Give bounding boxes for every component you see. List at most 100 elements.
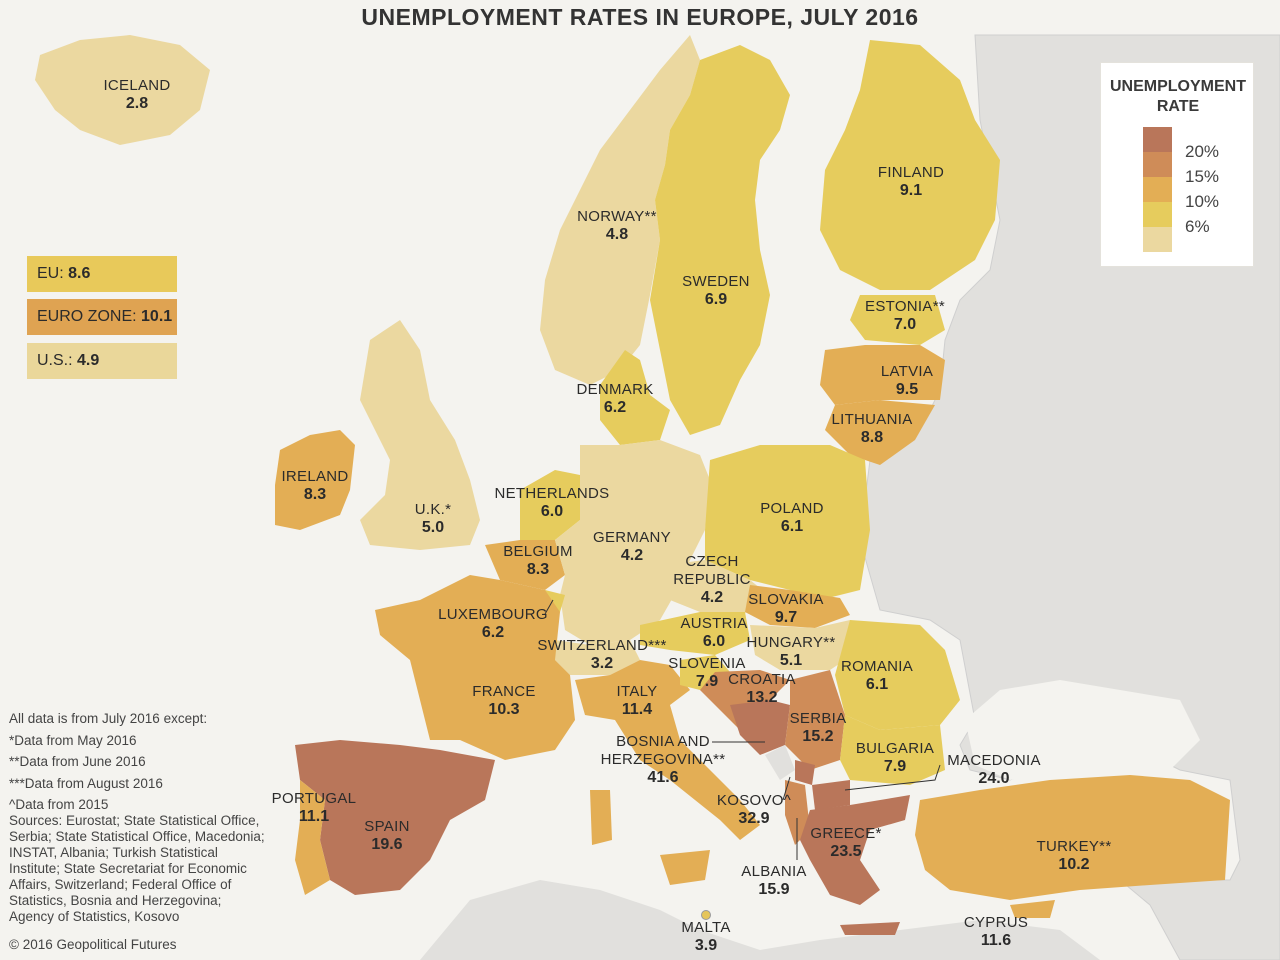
legend-swatch [1143, 152, 1172, 177]
country-name: LUXEMBOURG [438, 606, 548, 623]
country-name: BULGARIA [855, 740, 935, 757]
eurozone-summary-box: EURO ZONE: 10.1 [27, 299, 177, 335]
country-label-sweden: SWEDEN 6.9 [682, 273, 750, 309]
malta-marker [701, 910, 711, 920]
region-hungary [750, 620, 860, 670]
country-label-greece: GREECE* 23.5 [810, 825, 881, 861]
country-value: 3.2 [590, 655, 614, 672]
country-name: LATVIA [880, 363, 934, 380]
region-netherlands [520, 470, 580, 540]
country-name: DENMARK [576, 381, 654, 398]
eu-summary-value: 8.6 [68, 265, 91, 282]
region-france [375, 575, 575, 760]
country-value: 5.0 [421, 519, 445, 536]
country-value: 32.9 [738, 810, 770, 827]
region-sardinia [590, 790, 612, 845]
country-name: SWITZERLAND*** [537, 637, 667, 654]
leader-luxembourg [544, 599, 554, 615]
country-name: SLOVAKIA [748, 591, 824, 608]
country-value: 4.2 [700, 589, 724, 606]
source-line: Serbia; State Statistical Office, Macedo… [9, 829, 265, 844]
note-line: ^Data from 2015 [9, 797, 109, 812]
region-lithuania [825, 400, 935, 465]
region-finland [820, 40, 1000, 290]
country-value: 41.6 [647, 769, 679, 786]
source-line: INSTAT, Albania; Turkish Statistical [9, 845, 218, 860]
eu-summary-label: EU: [37, 265, 64, 282]
region-romania [835, 620, 960, 730]
country-name: IRELAND [281, 468, 349, 485]
country-value: 4.8 [605, 226, 629, 243]
legend-label-15: 15% [1185, 167, 1220, 186]
country-value: 7.9 [883, 758, 907, 775]
country-name: NETHERLANDS [494, 485, 610, 502]
country-label-romania: ROMANIA 6.1 [841, 658, 913, 694]
country-value: 11.1 [298, 808, 330, 825]
country-value: 10.2 [1058, 856, 1090, 873]
region-austria [640, 612, 750, 655]
region-ireland [275, 430, 355, 530]
legend-swatch [1143, 202, 1172, 227]
country-name: ROMANIA [840, 658, 914, 675]
country-label-germany: GERMANY 4.2 [593, 529, 671, 565]
country-value: 24.0 [978, 770, 1010, 787]
country-label-macedonia: MACEDONIA 24.0 [947, 752, 1041, 788]
region-slovenia [680, 655, 730, 690]
eurozone-summary-label: EURO ZONE: [37, 308, 137, 325]
country-value: 6.1 [865, 676, 889, 693]
country-name: BOSNIA AND HERZEGOVINA** [600, 733, 726, 768]
country-name: POLAND [760, 500, 824, 517]
country-label-cyprus: CYPRUS 11.6 [964, 914, 1028, 950]
country-name: SPAIN [364, 818, 410, 835]
country-label-hungary: HUNGARY** 5.1 [746, 634, 835, 670]
legend-label-20: 20% [1185, 142, 1220, 161]
us-summary-value: 4.9 [77, 352, 100, 369]
country-name: TURKEY** [1036, 838, 1112, 855]
country-label-luxembourg: LUXEMBOURG 6.2 [438, 606, 548, 642]
country-label-albania: ALBANIA 15.9 [741, 863, 806, 899]
country-value: 6.0 [702, 633, 726, 650]
country-label-ireland: IRELAND 8.3 [281, 468, 348, 504]
country-name: FINLAND [877, 164, 945, 181]
country-value: 19.6 [371, 836, 403, 853]
country-value: 8.8 [860, 429, 884, 446]
country-label-turkey: TURKEY** 10.2 [1037, 838, 1112, 874]
legend-label-6: 6% [1185, 217, 1210, 236]
region-italy [575, 660, 760, 840]
sources-notes: Sources: Eurostat; State Statistical Off… [9, 813, 265, 925]
source-line: Institute; State Secretariat for Economi… [9, 861, 247, 876]
leader-macedonia [844, 764, 941, 791]
country-value: 6.2 [603, 399, 627, 416]
country-label-poland: POLAND 6.1 [760, 500, 824, 536]
legend-label-10: 10% [1185, 192, 1220, 211]
country-label-italy: ITALY 11.4 [617, 683, 658, 719]
country-name: SLOVENIA [668, 655, 746, 672]
region-norway [540, 35, 700, 385]
country-label-spain: SPAIN 19.6 [364, 818, 409, 854]
copyright: © 2016 Geopolitical Futures [9, 937, 177, 952]
source-line: Affairs, Switzerland; Federal Office of [9, 877, 232, 892]
legend-swatch [1143, 227, 1172, 252]
country-value: 7.9 [695, 673, 719, 690]
region-portugal [295, 780, 330, 895]
country-label-switzerland: SWITZERLAND*** 3.2 [537, 637, 666, 673]
country-name: ICELAND [103, 77, 171, 94]
country-value: 11.6 [980, 932, 1012, 949]
country-label-latvia: LATVIA 9.5 [881, 363, 933, 399]
eurozone-summary-value: 10.1 [141, 308, 173, 325]
country-name: GREECE* [810, 825, 882, 842]
country-name: AUSTRIA [680, 615, 748, 632]
country-label-czech: CZECH REPUBLIC 4.2 [672, 553, 752, 607]
country-name: FRANCE [472, 683, 536, 700]
note-line: **Data from June 2016 [9, 754, 146, 769]
region-latvia [820, 345, 945, 405]
region-spain [295, 740, 495, 895]
country-value: 6.0 [540, 503, 564, 520]
country-name: ESTONIA** [865, 298, 945, 315]
country-label-uk: U.K.* 5.0 [415, 501, 452, 537]
country-value: 11.4 [621, 701, 653, 718]
country-label-finland: FINLAND 9.1 [878, 164, 944, 200]
source-line: Sources: Eurostat; State Statistical Off… [9, 813, 260, 828]
note-line: *Data from May 2016 [9, 732, 137, 748]
region-bosnia [730, 700, 790, 755]
